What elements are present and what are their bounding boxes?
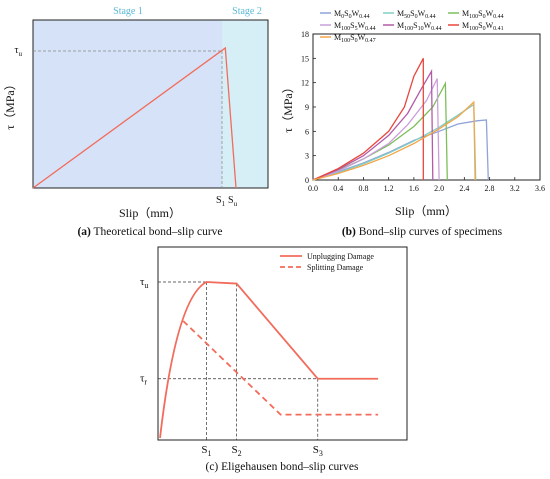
x-tick-label: 0.8 xyxy=(358,184,368,193)
tau-u-mark: τu xyxy=(140,276,148,290)
series-line-M100S0W0.47 xyxy=(312,100,476,181)
y-tick-label: 0 xyxy=(305,176,309,185)
unplugging-damage-line xyxy=(159,281,379,439)
panel-b-y-label: τ（MPa） xyxy=(281,81,295,133)
su-mark: Su xyxy=(228,195,238,208)
tau-r-mark: τr xyxy=(140,373,147,387)
x-tick-label: 0.0 xyxy=(308,184,318,193)
legend-item: M100S5W0.44 xyxy=(320,21,376,32)
x-tick-label: 3.2 xyxy=(510,184,520,193)
legend-label: M100S0W0.47 xyxy=(334,33,376,44)
legend-label: M50S0W0.44 xyxy=(397,9,436,20)
stage-1-label: Stage 1 xyxy=(113,6,143,17)
stage-1-region xyxy=(33,20,222,188)
legend-item: Unplugging Damage xyxy=(280,252,374,261)
legend-label: M0S0W0.44 xyxy=(334,9,370,20)
x-tick-label: 1.2 xyxy=(384,184,394,193)
legend-label: M100S10W0.44 xyxy=(397,21,442,32)
series-line-M100S10W0.44 xyxy=(312,68,434,181)
x-tick-label: 2.8 xyxy=(485,184,495,193)
panel-c-legend: Unplugging Damage Splitting Damage xyxy=(280,252,374,272)
splitting-damage-line xyxy=(182,320,379,416)
panel-b-frame xyxy=(312,33,541,181)
series-line-M50S0W0.44 xyxy=(312,103,477,181)
panel-b-legend: M0S0W0.44 M50S0W0.44 M100S0W0.44 M100S5W0.4… xyxy=(320,9,504,44)
panel-a-y-label: τ（MPa） xyxy=(3,78,17,130)
y-tick-label: 18 xyxy=(301,30,309,39)
legend-item: M100S0W0.47 xyxy=(320,33,376,44)
y-tick-label: 15 xyxy=(301,54,309,63)
x-tick-label: 3.6 xyxy=(535,184,545,193)
panel-c-frame xyxy=(157,246,408,441)
legend-label: Splitting Damage xyxy=(307,263,364,272)
x-tick-label: 1.6 xyxy=(409,184,419,193)
panel-c-caption: (c) Eligehausen bond–slip curves xyxy=(206,461,359,473)
panel-a-caption: (a) Theoretical bond–slip curve xyxy=(77,226,222,238)
x-tick-label: 2.4 xyxy=(459,184,469,193)
tau-u-mark: τu xyxy=(14,45,22,58)
panel-b-x-label: Slip（mm） xyxy=(395,204,457,218)
panel-b-specimen-curves: 0.0 0.4 0.8 1.2 1.6 2.0 2.4 2.8 3.2 3.6 0 3 6 9 12 15 1… xyxy=(281,9,545,238)
legend-item: M100S0W0.44 xyxy=(448,9,504,20)
s2-mark: S2 xyxy=(232,444,242,458)
stage-2-label: Stage 2 xyxy=(232,6,262,17)
legend-label: M100S0W0.41 xyxy=(462,21,504,32)
panel-a-theoretical-curve: Stage 1 Stage 2 τu S1 Su Slip（mm） τ（MPa）… xyxy=(3,6,269,238)
series-line-M100S5W0.44 xyxy=(312,78,440,181)
legend-label: Unplugging Damage xyxy=(307,252,374,261)
s3-mark: S3 xyxy=(313,444,323,458)
legend-item: M100S10W0.44 xyxy=(383,21,442,32)
y-tick-label: 9 xyxy=(305,103,309,112)
legend-item: M0S0W0.44 xyxy=(320,9,370,20)
panel-b-series-lines xyxy=(312,57,489,181)
panel-a-x-label: Slip（mm） xyxy=(119,206,181,220)
theoretical-curve xyxy=(32,46,237,189)
y-tick-label: 6 xyxy=(305,127,309,136)
x-tick-label: 0.4 xyxy=(333,184,343,193)
panel-b-caption: (b) Bond–slip curves of specimens xyxy=(342,226,503,238)
legend-item: Splitting Damage xyxy=(280,263,364,272)
s1-mark: S1 xyxy=(201,444,211,458)
panel-a-frame xyxy=(32,19,269,189)
s1-mark: S1 xyxy=(216,195,226,208)
y-tick-label: 3 xyxy=(305,152,309,161)
stage-2-region xyxy=(222,20,268,188)
panel-c-marks: τu τr S1 S2 S3 xyxy=(140,276,323,458)
panel-c-series-lines xyxy=(159,281,379,439)
panel-c-guide-lines xyxy=(158,281,319,440)
legend-label: M100S0W0.44 xyxy=(462,9,504,20)
panel-c-eligehausen-curves: Unplugging Damage Splitting Damage τu τr S1… xyxy=(140,246,408,473)
panel-b-x-ticks: 0.0 0.4 0.8 1.2 1.6 2.0 2.4 2.8 3.2 3.6 xyxy=(308,177,545,193)
x-tick-label: 2.0 xyxy=(434,184,444,193)
y-tick-label: 12 xyxy=(301,79,309,88)
legend-label: M100S5W0.44 xyxy=(334,21,376,32)
series-line-M100S0W0.41 xyxy=(312,57,424,181)
legend-item: M50S0W0.44 xyxy=(383,9,436,20)
legend-item: M100S0W0.41 xyxy=(448,21,504,32)
